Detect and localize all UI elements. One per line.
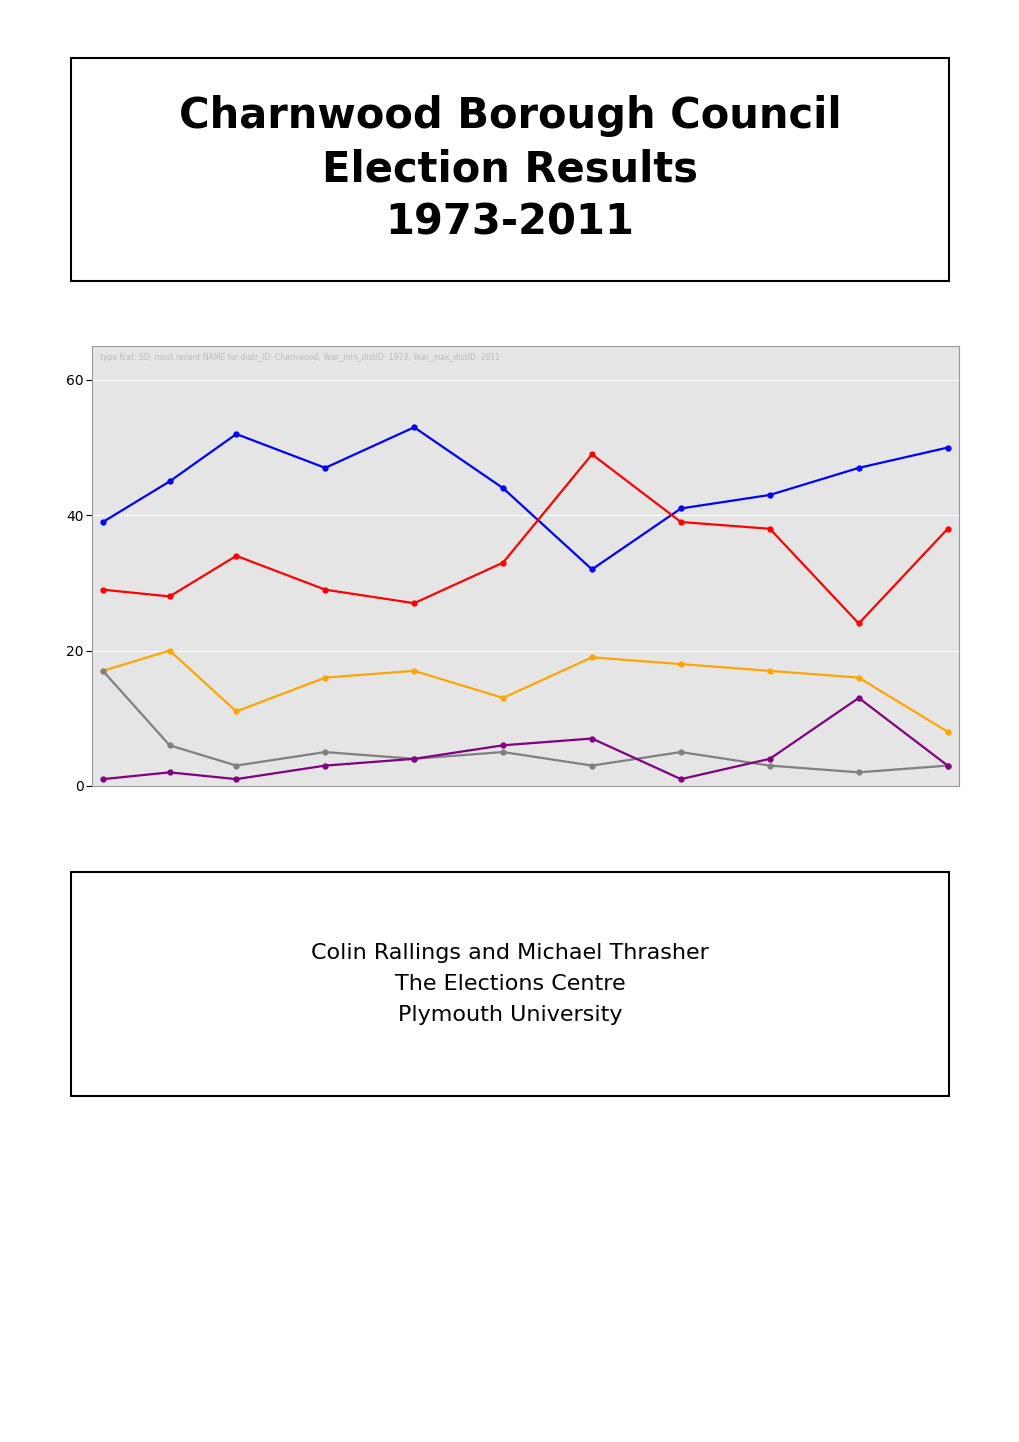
Text: Colin Rallings and Michael Thrasher
The Elections Centre
Plymouth University: Colin Rallings and Michael Thrasher The … — [311, 943, 708, 1025]
Text: type fcat: SD, most recent NAME for distr_ID: Charnwood, Year_min_distID: 1973, : type fcat: SD, most recent NAME for dist… — [100, 353, 500, 362]
Text: Charnwood Borough Council
Election Results
1973-2011: Charnwood Borough Council Election Resul… — [178, 95, 841, 244]
